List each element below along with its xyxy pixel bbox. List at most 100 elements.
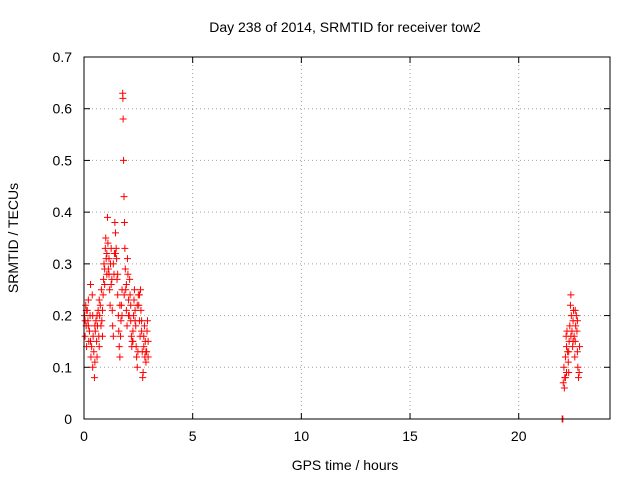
data-point <box>135 291 143 299</box>
data-point <box>121 244 129 252</box>
data-point <box>120 218 128 226</box>
data-point <box>81 332 89 340</box>
x-tick-label: 15 <box>402 428 418 444</box>
data-point <box>574 363 582 371</box>
data-point <box>105 255 113 263</box>
x-tick-label: 10 <box>294 428 310 444</box>
data-point <box>566 322 574 330</box>
data-point <box>143 327 151 335</box>
data-point <box>573 327 581 335</box>
data-point <box>109 260 117 268</box>
data-points <box>80 89 584 423</box>
data-point <box>117 317 125 325</box>
data-point <box>133 353 141 361</box>
data-point <box>566 301 574 309</box>
data-point <box>569 337 577 345</box>
y-tick-label: 0.5 <box>53 152 73 168</box>
data-point <box>142 348 150 356</box>
data-point <box>114 270 122 278</box>
data-point <box>115 343 123 351</box>
data-point <box>563 343 571 351</box>
data-point <box>101 244 109 252</box>
data-point <box>100 260 108 268</box>
data-point <box>116 353 124 361</box>
data-point <box>91 358 99 366</box>
data-point <box>573 348 581 356</box>
data-point <box>109 322 117 330</box>
data-point <box>103 213 111 221</box>
data-point <box>97 286 105 294</box>
data-point <box>565 348 573 356</box>
data-point <box>120 291 128 299</box>
plot-frame <box>83 56 611 420</box>
data-point <box>127 332 135 340</box>
data-point <box>130 296 138 304</box>
data-point <box>100 275 108 283</box>
data-point <box>101 265 109 273</box>
data-point <box>559 379 567 387</box>
data-point <box>132 343 140 351</box>
data-point <box>116 301 124 309</box>
data-point <box>571 306 579 314</box>
data-point <box>87 353 95 361</box>
data-point <box>105 270 113 278</box>
x-tick-label: 20 <box>511 428 527 444</box>
data-point <box>127 301 135 309</box>
data-point <box>144 337 152 345</box>
data-point <box>112 244 120 252</box>
data-point <box>573 317 581 325</box>
data-point <box>98 317 106 325</box>
data-point <box>132 322 140 330</box>
data-point <box>93 312 101 320</box>
data-point <box>140 322 148 330</box>
data-point <box>561 353 569 361</box>
data-point <box>93 353 101 361</box>
data-point <box>564 358 572 366</box>
data-point <box>117 332 125 340</box>
data-point <box>133 301 141 309</box>
y-tick-label: 0.2 <box>53 308 73 324</box>
data-point <box>572 312 580 320</box>
grid-layer <box>84 57 610 419</box>
y-tick-label: 0.6 <box>53 101 73 117</box>
data-point <box>98 306 106 314</box>
data-point <box>95 343 103 351</box>
data-point <box>114 291 122 299</box>
data-point <box>109 332 117 340</box>
data-point <box>97 322 105 330</box>
data-point <box>115 327 123 335</box>
data-point <box>124 270 132 278</box>
y-tick-label: 0.4 <box>53 204 73 220</box>
data-point <box>89 363 97 371</box>
data-point <box>125 312 133 320</box>
data-point <box>92 317 100 325</box>
data-point <box>567 332 575 340</box>
data-point <box>563 368 571 376</box>
y-tick-label: 0.1 <box>53 359 73 375</box>
data-point <box>119 115 127 123</box>
data-point <box>575 368 583 376</box>
data-point <box>139 368 147 376</box>
data-point <box>98 332 106 340</box>
y-tick-label: 0.7 <box>53 49 73 65</box>
data-point <box>130 286 138 294</box>
data-point <box>106 301 114 309</box>
y-tick-label: 0 <box>64 411 72 427</box>
data-point <box>131 306 139 314</box>
tick-layer: 0 0.1 0.2 0.3 0.4 0.5 0.6 0.7 0 5 10 15 20 <box>53 49 610 444</box>
data-point <box>143 317 151 325</box>
data-point <box>122 281 130 289</box>
data-point <box>120 156 128 164</box>
data-point <box>104 239 112 247</box>
data-point <box>113 255 121 263</box>
data-point <box>102 234 110 242</box>
data-point <box>126 275 134 283</box>
data-point <box>87 281 95 289</box>
data-point <box>131 317 139 325</box>
data-point <box>576 343 584 351</box>
data-point <box>137 286 145 294</box>
data-point <box>107 281 115 289</box>
data-point <box>123 322 131 330</box>
data-point <box>101 281 109 289</box>
